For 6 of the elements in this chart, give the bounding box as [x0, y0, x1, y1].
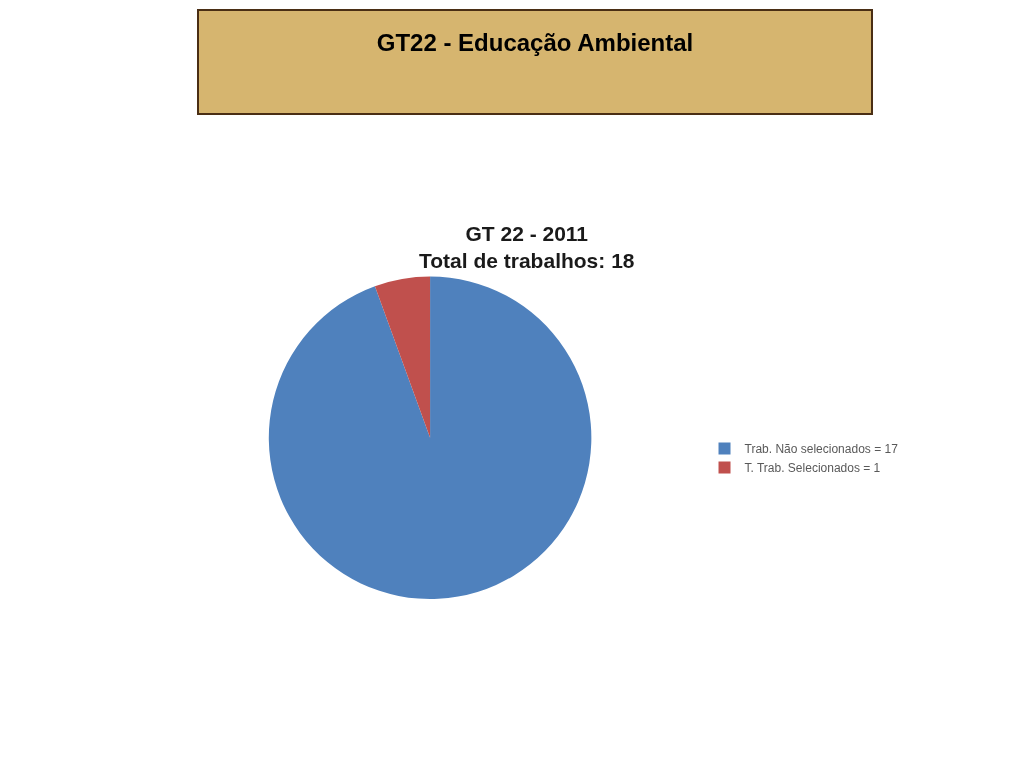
- pie-slice: [269, 276, 592, 599]
- chart-subtitle: GT 22 - 2011 Total de trabalhos: 18: [419, 222, 635, 273]
- legend-label: T. Trab. Selecionados = 1: [744, 461, 881, 476]
- pie-slice: [374, 276, 431, 438]
- legend-label: Trab. Não selecionados = 17: [744, 442, 899, 457]
- chart-title: GT22 - Educação Ambiental: [376, 29, 694, 56]
